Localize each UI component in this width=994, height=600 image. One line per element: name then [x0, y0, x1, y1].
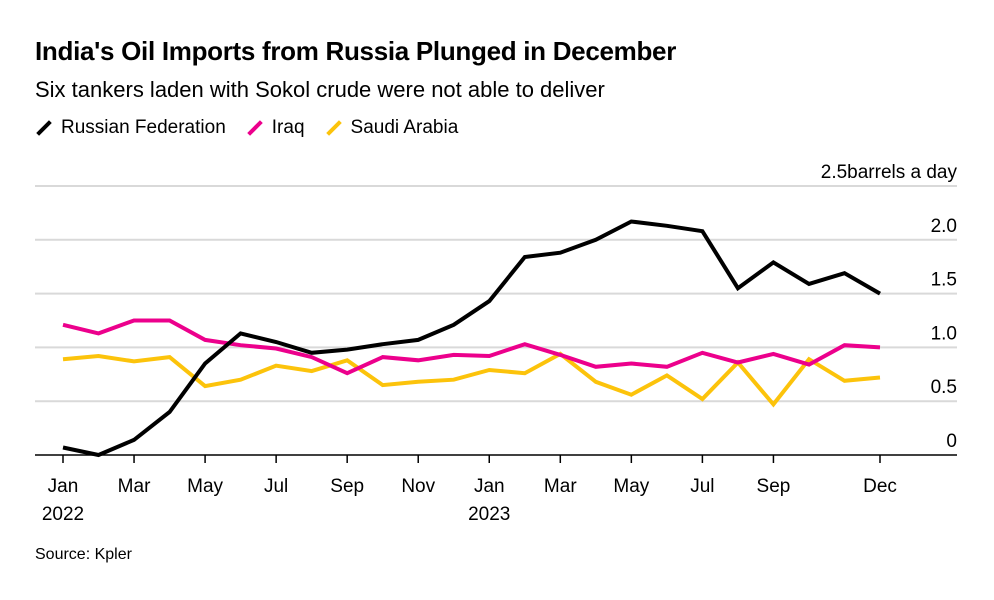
x-tick-label: Mar [544, 476, 577, 497]
x-tick-label: Jul [690, 476, 714, 497]
x-tick-year-label: 2023 [468, 504, 510, 525]
x-tick-label: Mar [118, 476, 151, 497]
x-tick-label: May [613, 476, 649, 497]
series-line-saudi-arabia [62, 351, 881, 408]
series-line-iraq [62, 318, 881, 376]
x-tick-label: Jan [48, 476, 79, 497]
legend-item-iraq: Iraq [246, 117, 305, 139]
y-tick-label: 1.5 [931, 270, 957, 291]
x-tick-label: Jul [264, 476, 288, 497]
legend-label-iraq: Iraq [271, 117, 305, 138]
legend: Russian Federation Iraq Saudi Arabia [35, 117, 458, 139]
x-tick-label: Jan [474, 476, 505, 497]
series-line-russian-federation [62, 219, 881, 458]
x-tick-label: Sep [757, 476, 791, 497]
x-tick-label: Sep [330, 476, 364, 497]
legend-item-saudi: Saudi Arabia [325, 117, 459, 139]
y-tick-label: 2.5barrels a day [821, 162, 958, 183]
legend-label-saudi: Saudi Arabia [350, 117, 459, 138]
y-tick-label: 0.5 [931, 377, 957, 398]
x-tick-label: Dec [863, 476, 897, 497]
y-tick-label: 1.0 [931, 323, 957, 344]
x-tick-label: May [187, 476, 223, 497]
y-tick-label: 0 [946, 431, 957, 452]
x-tick-year-label: 2022 [42, 504, 84, 525]
legend-item-russia: Russian Federation [35, 117, 226, 139]
legend-label-russia: Russian Federation [61, 117, 226, 138]
y-tick-label: 2.0 [931, 216, 957, 237]
x-tick-label: Nov [401, 476, 435, 497]
chart-title: India's Oil Imports from Russia Plunged … [35, 36, 677, 66]
source-note: Source: Kpler [35, 546, 132, 563]
chart-subtitle: Six tankers laden with Sokol crude were … [35, 77, 605, 102]
